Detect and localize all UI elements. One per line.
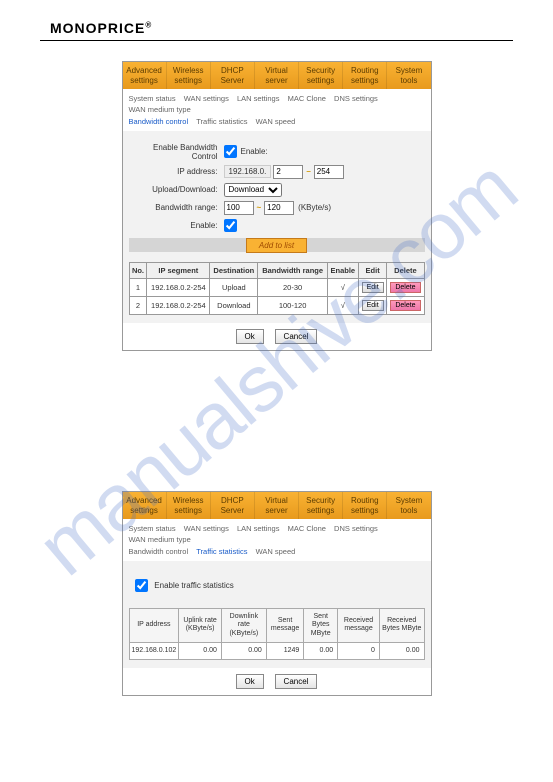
tab-security[interactable]: Securitysettings	[299, 492, 343, 519]
enable-ts-checkbox[interactable]	[135, 579, 148, 592]
subtab-wan-settings[interactable]: WAN settings	[184, 93, 229, 104]
ok-button[interactable]: Ok	[236, 674, 264, 689]
subtabs-2: System status WAN settings LAN settings …	[123, 519, 431, 561]
top-rule	[40, 40, 513, 41]
subtab-wan-medium[interactable]: WAN medium type	[129, 104, 191, 115]
enable-ts-label: Enable traffic statistics	[154, 581, 233, 590]
bandwidth-control-panel: Advancedsettings Wirelesssettings DHCPSe…	[122, 61, 432, 351]
edit-button[interactable]: Edit	[362, 300, 384, 311]
table-header: IP address Uplink rate (KByte/s) Downlin…	[129, 608, 424, 642]
table-row: 2 192.168.0.2-254 Download 100-120 √ Edi…	[129, 296, 424, 314]
ok-cancel-bar-2: Ok Cancel	[123, 668, 431, 695]
tab-dhcp[interactable]: DHCPServer	[211, 492, 255, 519]
tab-system[interactable]: Systemtools	[387, 492, 430, 519]
main-tabs: Advancedsettings Wirelesssettings DHCPSe…	[123, 62, 431, 89]
subtab-dns-settings[interactable]: DNS settings	[334, 523, 378, 534]
subtabs: System status WAN settings LAN settings …	[123, 89, 431, 131]
ts-body: Enable traffic statistics IP address Upl…	[123, 561, 431, 669]
subtab-dns-settings[interactable]: DNS settings	[334, 93, 378, 104]
ok-cancel-bar: Ok Cancel	[123, 323, 431, 350]
cancel-button[interactable]: Cancel	[275, 674, 318, 689]
subtab-system-status[interactable]: System status	[129, 523, 176, 534]
subtab-traffic-stats[interactable]: Traffic statistics	[196, 546, 247, 557]
ip-prefix: 192.168.0.	[224, 165, 272, 178]
tab-security[interactable]: Securitysettings	[299, 62, 343, 89]
subtab-wan-speed[interactable]: WAN speed	[256, 546, 296, 557]
table-header: No. IP segment Destination Bandwidth ran…	[129, 262, 424, 278]
bw-form-body: Enable Bandwidth Control Enable: IP addr…	[123, 131, 431, 323]
subtab-system-status[interactable]: System status	[129, 93, 176, 104]
tab-routing[interactable]: Routingsettings	[343, 62, 387, 89]
tab-virtual[interactable]: Virtualserver	[255, 492, 299, 519]
enable-row-checkbox[interactable]	[224, 219, 237, 232]
tab-wireless[interactable]: Wirelesssettings	[167, 492, 211, 519]
bw-to-input[interactable]	[264, 201, 294, 215]
subtab-traffic-stats[interactable]: Traffic statistics	[196, 116, 247, 127]
enable-bw-label: Enable Bandwidth Control	[129, 143, 224, 161]
bw-from-input[interactable]	[224, 201, 254, 215]
tab-system[interactable]: Systemtools	[387, 62, 430, 89]
traffic-table: IP address Uplink rate (KByte/s) Downlin…	[129, 608, 425, 661]
graybar: Add to list	[129, 238, 425, 252]
subtab-mac-clone[interactable]: MAC Clone	[288, 93, 326, 104]
bw-rules-table: No. IP segment Destination Bandwidth ran…	[129, 262, 425, 315]
delete-button[interactable]: Delete	[390, 300, 420, 311]
enable-field-label: Enable:	[129, 221, 224, 230]
delete-button[interactable]: Delete	[390, 282, 420, 293]
table-row: 192.168.0.102 0.00 0.00 1249 0.00 0 0.00	[129, 643, 424, 660]
subtab-bandwidth-control[interactable]: Bandwidth control	[129, 546, 189, 557]
updown-select[interactable]: Download	[224, 183, 282, 197]
tab-routing[interactable]: Routingsettings	[343, 492, 387, 519]
main-tabs-2: Advancedsettings Wirelesssettings DHCPSe…	[123, 492, 431, 519]
dash-icon-2: ~	[257, 203, 262, 212]
subtab-mac-clone[interactable]: MAC Clone	[288, 523, 326, 534]
dash-icon: –	[306, 167, 310, 176]
traffic-stats-panel: Advancedsettings Wirelesssettings DHCPSe…	[122, 491, 432, 697]
ok-button[interactable]: Ok	[236, 329, 264, 344]
tab-advanced[interactable]: Advancedsettings	[123, 62, 167, 89]
subtab-bandwidth-control[interactable]: Bandwidth control	[129, 116, 189, 127]
add-to-list-button[interactable]: Add to list	[246, 238, 307, 253]
tab-wireless[interactable]: Wirelesssettings	[167, 62, 211, 89]
ip-to-input[interactable]	[314, 165, 344, 179]
subtab-lan-settings[interactable]: LAN settings	[237, 93, 280, 104]
enable-bw-checkbox[interactable]	[224, 145, 237, 158]
subtab-lan-settings[interactable]: LAN settings	[237, 523, 280, 534]
bw-range-label: Bandwidth range:	[129, 203, 224, 212]
enable-bw-text: Enable:	[241, 147, 268, 156]
edit-button[interactable]: Edit	[362, 282, 384, 293]
table-row: 1 192.168.0.2-254 Upload 20-30 √ Edit De…	[129, 278, 424, 296]
tab-dhcp[interactable]: DHCPServer	[211, 62, 255, 89]
cancel-button[interactable]: Cancel	[275, 329, 318, 344]
tab-advanced[interactable]: Advancedsettings	[123, 492, 167, 519]
bw-unit: (KByte/s)	[298, 203, 331, 212]
subtab-wan-medium[interactable]: WAN medium type	[129, 534, 191, 545]
subtab-wan-settings[interactable]: WAN settings	[184, 523, 229, 534]
ip-label: IP address:	[129, 167, 224, 176]
ip-from-input[interactable]	[273, 165, 303, 179]
subtab-wan-speed[interactable]: WAN speed	[256, 116, 296, 127]
updown-label: Upload/Download:	[129, 185, 224, 194]
tab-virtual[interactable]: Virtualserver	[255, 62, 299, 89]
brand-logo: MONOPRICE®	[50, 20, 533, 36]
